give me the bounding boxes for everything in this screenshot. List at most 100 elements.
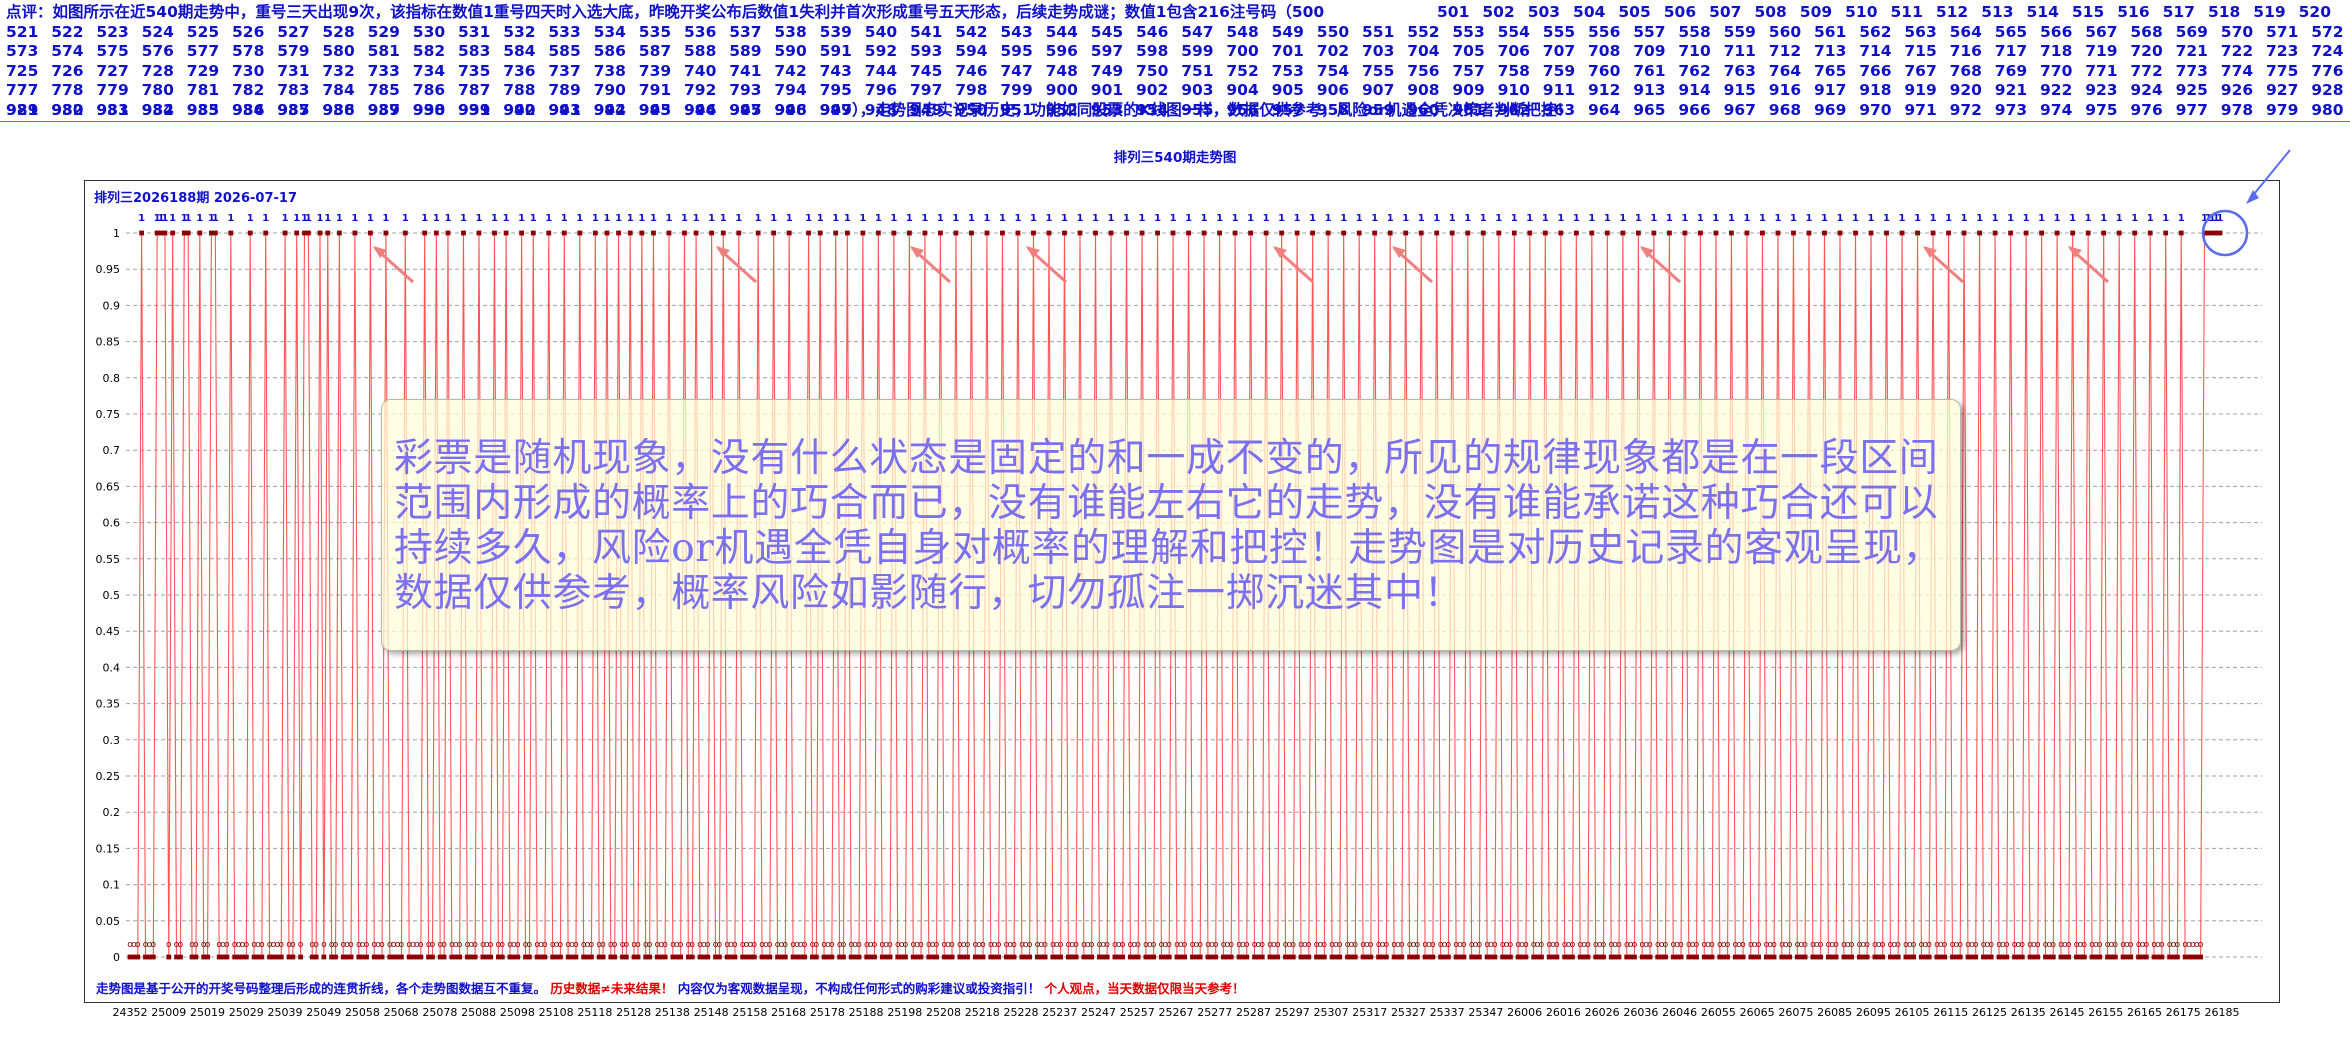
data-point <box>1853 230 1858 236</box>
data-point <box>2213 230 2219 236</box>
zero-marker-label: o <box>1364 940 1370 950</box>
data-label: 1 <box>1030 213 1037 224</box>
zero-marker-label: o <box>1705 940 1711 950</box>
header-number: 731 <box>277 61 310 80</box>
header-number: 711 <box>1723 42 1756 61</box>
header-number: 754 <box>1316 61 1350 80</box>
data-point <box>290 954 296 960</box>
zero-marker-label: o <box>1469 940 1475 950</box>
data-label: 1 <box>1774 213 1781 224</box>
data-point <box>2140 954 2145 960</box>
data-point <box>1267 954 1273 960</box>
annotation-arrow-head <box>1026 246 1040 258</box>
header-number: 747 <box>1000 61 1033 80</box>
x-tick-label: 25009 <box>151 1006 186 1019</box>
annotation-arrow-head <box>1923 246 1937 258</box>
zero-marker-label: o <box>437 940 443 950</box>
header-number: 953 <box>1090 100 1124 119</box>
zero-marker-label: o <box>1678 940 1684 950</box>
data-point <box>581 954 587 960</box>
zero-marker-label: o <box>1349 940 1355 950</box>
zero-marker-label: o <box>1225 940 1231 950</box>
data-point <box>930 954 936 960</box>
zero-marker-label: o <box>298 940 304 950</box>
zero-marker-label: o <box>1919 940 1925 950</box>
x-tick-label: 25078 <box>422 1006 457 1019</box>
data-point <box>1973 954 1979 960</box>
header-number: 555 <box>1542 22 1576 41</box>
header-number: 969 <box>1814 100 1847 119</box>
zero-marker-label: o <box>569 940 575 950</box>
data-label: 1 <box>1712 213 1719 224</box>
zero-marker-label: o <box>1783 940 1789 950</box>
data-point <box>1259 954 1265 960</box>
zero-marker-label: o <box>1166 940 1172 950</box>
zero-marker-label: o <box>988 940 994 950</box>
data-point <box>748 954 753 960</box>
data-point <box>852 954 858 960</box>
footnote-part-2: 历史数据≠未来结果！ <box>550 981 674 996</box>
data-point <box>2186 954 2192 960</box>
zero-marker-label: o <box>794 940 800 950</box>
data-point <box>891 230 897 236</box>
x-tick-label: 25108 <box>539 1006 574 1019</box>
zero-marker-label: o <box>918 940 924 950</box>
header-number: 505 <box>1618 3 1651 21</box>
data-point <box>1624 954 1630 960</box>
header-number: 516 <box>2117 3 2150 21</box>
header-number: 742 <box>774 61 807 80</box>
data-label: 1 <box>1294 213 1301 224</box>
header-number: 786 <box>412 81 446 100</box>
data-label: 1 <box>627 213 634 224</box>
data-point <box>577 230 583 236</box>
zero-marker-label: o <box>1182 940 1188 950</box>
data-point <box>2109 954 2114 960</box>
header-number: 923 <box>2085 81 2118 100</box>
data-point <box>763 954 769 960</box>
data-point <box>736 230 742 236</box>
data-point <box>1573 230 1579 236</box>
zero-marker-label: o <box>837 940 843 950</box>
data-label: 1 <box>1325 213 1332 224</box>
data-point <box>263 230 269 236</box>
zero-marker-label: o <box>1023 940 1029 950</box>
data-point <box>651 230 656 236</box>
data-point <box>150 954 156 960</box>
zero-marker-label: o <box>926 940 932 950</box>
zero-marker-label: o <box>1461 940 1467 950</box>
data-point <box>810 954 815 960</box>
zero-marker-label: o <box>1709 940 1715 950</box>
data-point <box>1523 954 1529 960</box>
data-point <box>1628 954 1634 960</box>
data-point <box>1352 954 1358 960</box>
header-number: 580 <box>322 42 355 61</box>
data-point <box>2205 230 2211 236</box>
data-point <box>333 954 338 960</box>
header-number: 920 <box>1949 81 1982 100</box>
header-number: 925 <box>2175 81 2208 100</box>
header-number: 514 <box>2026 3 2059 21</box>
data-point <box>1434 230 1440 236</box>
zero-marker-label: o <box>2078 940 2084 950</box>
zero-marker-label: o <box>724 940 730 950</box>
data-point <box>1054 954 1060 960</box>
data-point <box>2089 954 2095 960</box>
header-number: 977 <box>2175 100 2208 119</box>
data-point <box>1182 954 1188 960</box>
annotation-arrow-head <box>373 246 387 258</box>
zero-marker-label: o <box>1907 940 1913 950</box>
data-point <box>1023 954 1029 960</box>
footnote-part-1: 走势图是基于公开的开奖号码整理后形成的连贯折线，各个走势图数据互不重复。 <box>96 981 547 996</box>
zero-marker-label: o <box>554 940 560 950</box>
data-point <box>1558 230 1564 236</box>
data-point <box>988 954 994 960</box>
zero-marker-label: o <box>2194 940 2200 950</box>
header-number: 599 <box>1181 42 1214 61</box>
zero-marker-label: o <box>255 940 261 950</box>
data-point <box>794 954 800 960</box>
header-number: 738 <box>593 61 626 80</box>
zero-marker-label: o <box>1007 940 1013 950</box>
header-number: 937 <box>367 100 400 119</box>
data-point <box>371 954 377 960</box>
data-point <box>2078 954 2083 960</box>
